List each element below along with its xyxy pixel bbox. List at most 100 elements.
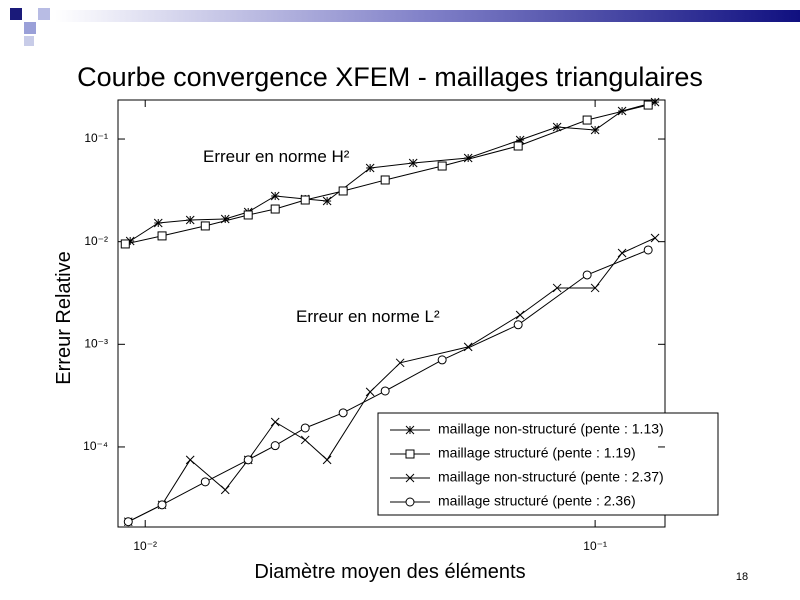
marker (582, 270, 592, 280)
marker (270, 441, 280, 451)
marker-shape (243, 455, 253, 465)
marker-shape (643, 245, 653, 255)
marker (300, 435, 310, 445)
marker-shape (405, 497, 415, 507)
marker (405, 425, 415, 435)
marker (437, 355, 447, 365)
marker-stroke (405, 425, 415, 435)
marker (463, 153, 473, 163)
marker-shape (338, 186, 348, 196)
marker (380, 386, 390, 396)
marker-shape (157, 231, 167, 241)
marker (643, 245, 653, 255)
marker-stroke (552, 283, 562, 293)
marker-shape (437, 355, 447, 365)
series-line (125, 104, 649, 245)
slide-title: Courbe convergence XFEM - maillages tria… (77, 62, 703, 92)
marker-shape (123, 517, 133, 527)
marker (643, 100, 653, 110)
marker (513, 141, 523, 151)
marker (405, 449, 415, 459)
marker (243, 455, 253, 465)
marker (185, 215, 195, 225)
marker-shape (120, 239, 130, 249)
marker-shape (582, 270, 592, 280)
y-tick-label: 10⁻² (84, 234, 108, 248)
marker (243, 210, 253, 220)
marker (220, 485, 230, 495)
marker-shape (405, 449, 415, 459)
marker-shape (513, 320, 523, 330)
marker-stroke (590, 125, 600, 135)
marker-stroke (322, 455, 332, 465)
page-number: 18 (736, 571, 748, 583)
plot-frame (117, 99, 666, 528)
y-tick-label: 10⁻¹ (84, 131, 108, 145)
x-tick-label: 10⁻¹ (583, 539, 607, 553)
marker-stroke (153, 218, 163, 228)
marker-stroke (365, 163, 375, 173)
marker (338, 408, 348, 418)
marker (153, 218, 163, 228)
x-axis-label: Diamètre moyen des éléments (254, 561, 525, 583)
marker (157, 500, 167, 510)
marker-stroke (515, 310, 525, 320)
marker-stroke (408, 158, 418, 168)
marker (395, 358, 405, 368)
marker (437, 161, 447, 171)
marker (270, 417, 280, 427)
marker-shape (582, 115, 592, 125)
marker (200, 477, 210, 487)
y-tick-label: 10⁻³ (84, 336, 108, 350)
marker (322, 196, 332, 206)
marker-shape (243, 210, 253, 220)
marker-stroke (300, 435, 310, 445)
marker (552, 283, 562, 293)
marker (590, 125, 600, 135)
marker-shape (437, 161, 447, 171)
slide-decoration (10, 8, 800, 46)
marker-shape (380, 386, 390, 396)
marker (380, 175, 390, 185)
marker (338, 186, 348, 196)
marker-stroke (365, 387, 375, 397)
legend-box (377, 412, 719, 516)
marker (157, 231, 167, 241)
marker-shape (300, 423, 310, 433)
marker (200, 221, 210, 231)
marker (582, 115, 592, 125)
series-line (129, 101, 656, 242)
legend-label: maillage non-structuré (pente : 1.13) (438, 421, 664, 437)
marker-stroke (270, 191, 280, 201)
marker (185, 455, 195, 465)
annotation: Erreur en norme L² (296, 307, 440, 326)
marker-shape (513, 141, 523, 151)
marker-stroke (405, 473, 415, 483)
legend-label: maillage non-structuré (pente : 2.37) (438, 469, 664, 485)
marker (322, 455, 332, 465)
marker (365, 387, 375, 397)
marker (552, 122, 562, 132)
marker-shape (643, 100, 653, 110)
marker (270, 204, 280, 214)
series-line (128, 237, 656, 523)
y-axis-label: Erreur Relative (53, 251, 75, 384)
legend-label: maillage structuré (pente : 1.19) (438, 445, 636, 461)
marker (405, 497, 415, 507)
marker-stroke (185, 215, 195, 225)
marker (365, 163, 375, 173)
marker (617, 248, 627, 258)
marker-shape (380, 175, 390, 185)
marker (405, 473, 415, 483)
series-line (128, 249, 649, 523)
marker-stroke (617, 248, 627, 258)
marker (120, 239, 130, 249)
annotation: Erreur en norme H² (203, 147, 350, 166)
marker-shape (200, 221, 210, 231)
marker (650, 233, 660, 243)
marker-shape (157, 500, 167, 510)
marker-stroke (463, 153, 473, 163)
marker (123, 517, 133, 527)
marker-shape (200, 477, 210, 487)
